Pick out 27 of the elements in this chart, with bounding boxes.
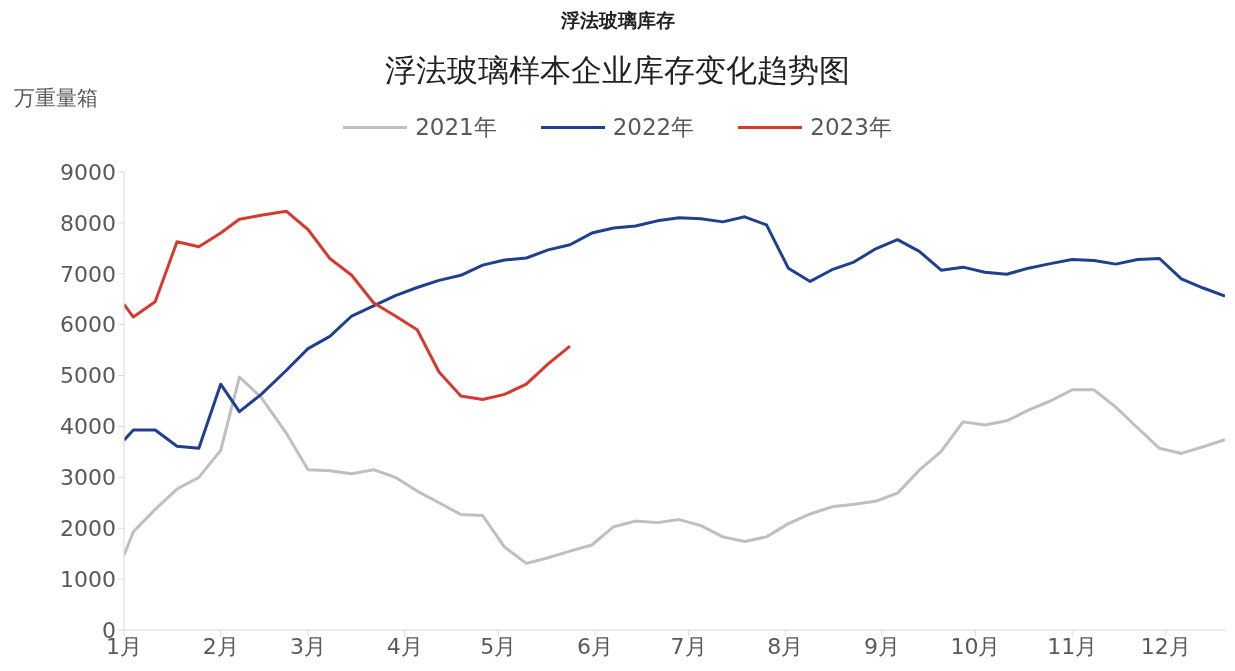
x-tick-label: 2月 bbox=[202, 633, 239, 659]
x-tick-label: 5月 bbox=[480, 633, 517, 659]
y-tick-label: 8000 bbox=[60, 210, 116, 236]
x-tick-label: 8月 bbox=[767, 633, 804, 659]
legend-label: 2021年 bbox=[415, 113, 497, 142]
x-tick-label: 12月 bbox=[1140, 633, 1191, 659]
x-tick-label: 7月 bbox=[670, 633, 707, 659]
y-tick-label: 3000 bbox=[60, 465, 116, 491]
y-tick-label: 7000 bbox=[60, 261, 116, 287]
y-tick-label: 4000 bbox=[60, 414, 116, 440]
legend-label: 2022年 bbox=[612, 113, 695, 142]
y-tick-label: 6000 bbox=[60, 312, 116, 338]
x-tick-label: 4月 bbox=[386, 633, 423, 659]
x-tick-label: 11月 bbox=[1047, 633, 1098, 659]
y-tick-label: 1000 bbox=[60, 566, 116, 592]
y-tick-label: 5000 bbox=[60, 363, 116, 389]
y-tick-label: 9000 bbox=[60, 159, 116, 185]
legend-label: 2023年 bbox=[810, 113, 892, 142]
y-tick-label: 2000 bbox=[60, 516, 116, 542]
x-tick-label: 9月 bbox=[863, 633, 900, 659]
line-series bbox=[124, 209, 572, 401]
y-axis-title: 万重量箱 bbox=[14, 85, 98, 112]
chart-title: 浮法玻璃库存 bbox=[559, 8, 676, 33]
x-tick-label: 6月 bbox=[576, 633, 613, 659]
x-tick-label: 10月 bbox=[950, 633, 1001, 659]
x-tick-label: 3月 bbox=[290, 633, 327, 659]
chart-subtitle: 浮法玻璃样本企业库存变化趋势图 bbox=[385, 52, 850, 88]
